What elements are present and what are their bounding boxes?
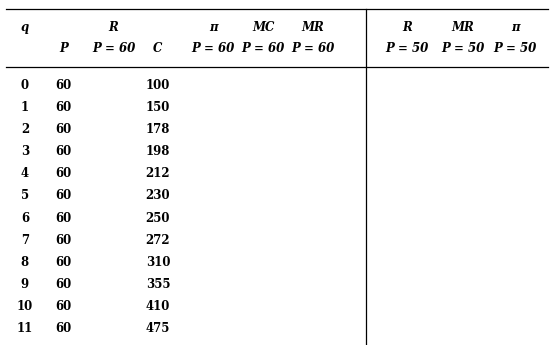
- Text: 60: 60: [55, 278, 72, 291]
- Text: 60: 60: [55, 256, 72, 269]
- Text: q: q: [21, 21, 29, 34]
- Text: 4: 4: [21, 167, 29, 180]
- Text: 60: 60: [55, 79, 72, 92]
- Text: 60: 60: [55, 167, 72, 180]
- Text: R: R: [402, 21, 412, 34]
- Text: P = 60: P = 60: [192, 42, 235, 55]
- Text: P = 50: P = 50: [441, 42, 484, 55]
- Text: P = 60: P = 60: [92, 42, 135, 55]
- Text: P = 50: P = 50: [386, 42, 429, 55]
- Text: 150: 150: [146, 101, 170, 114]
- Text: 475: 475: [146, 322, 170, 335]
- Text: π: π: [511, 21, 520, 34]
- Text: MC: MC: [252, 21, 274, 34]
- Text: 60: 60: [55, 234, 72, 247]
- Text: 11: 11: [17, 322, 33, 335]
- Text: 230: 230: [146, 189, 170, 203]
- Text: P = 50: P = 50: [494, 42, 537, 55]
- Text: 1: 1: [21, 101, 29, 114]
- Text: 60: 60: [55, 145, 72, 158]
- Text: 100: 100: [146, 79, 170, 92]
- Text: 212: 212: [146, 167, 170, 180]
- Text: 250: 250: [146, 211, 170, 225]
- Text: P: P: [59, 42, 68, 55]
- Text: 310: 310: [146, 256, 170, 269]
- Text: 60: 60: [55, 101, 72, 114]
- Text: 6: 6: [21, 211, 29, 225]
- Text: 272: 272: [146, 234, 170, 247]
- Text: 60: 60: [55, 322, 72, 335]
- Text: π: π: [209, 21, 218, 34]
- Text: 5: 5: [21, 189, 29, 203]
- Text: 9: 9: [21, 278, 29, 291]
- Text: R: R: [109, 21, 119, 34]
- Text: 60: 60: [55, 300, 72, 313]
- Text: 60: 60: [55, 123, 72, 136]
- Text: 0: 0: [21, 79, 29, 92]
- Text: 60: 60: [55, 189, 72, 203]
- Text: 178: 178: [146, 123, 170, 136]
- Text: C: C: [153, 42, 162, 55]
- Text: MR: MR: [301, 21, 325, 34]
- Text: 60: 60: [55, 211, 72, 225]
- Text: 2: 2: [21, 123, 29, 136]
- Text: 355: 355: [146, 278, 170, 291]
- Text: P = 60: P = 60: [242, 42, 285, 55]
- Text: 3: 3: [21, 145, 29, 158]
- Text: 8: 8: [21, 256, 29, 269]
- Text: 10: 10: [17, 300, 33, 313]
- Text: 7: 7: [21, 234, 29, 247]
- Text: 198: 198: [146, 145, 170, 158]
- Text: MR: MR: [451, 21, 474, 34]
- Text: P = 60: P = 60: [291, 42, 335, 55]
- Text: 410: 410: [146, 300, 170, 313]
